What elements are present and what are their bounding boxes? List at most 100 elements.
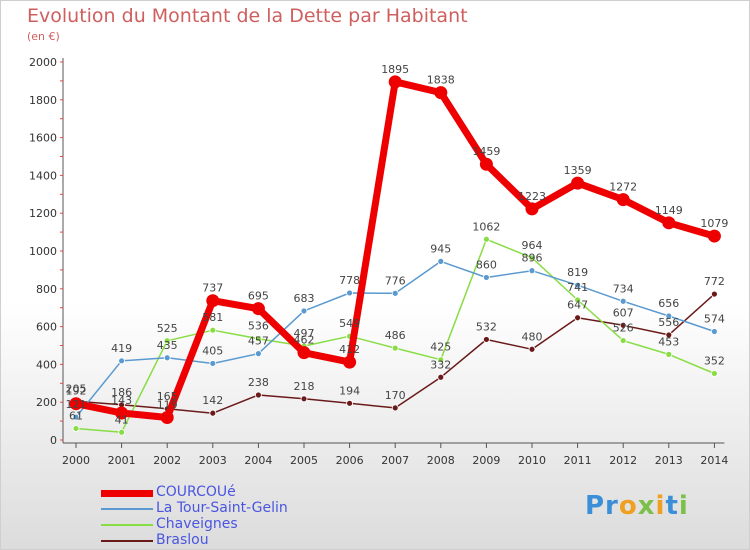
data-label: 647 [567,299,588,312]
data-point [616,193,630,207]
y-tick-label: 0 [50,434,57,447]
y-tick-label: 200 [36,396,57,409]
data-label: 186 [111,386,132,399]
data-point [437,257,445,265]
data-point [619,297,627,305]
data-label: 695 [248,290,269,303]
x-tick-label: 2009 [472,454,500,467]
data-label: 525 [157,322,178,335]
data-point [254,335,262,343]
data-point [300,307,308,315]
data-label: 964 [522,239,543,252]
data-label: 945 [430,242,451,255]
data-point [209,409,217,417]
data-point [118,357,125,365]
data-label: 574 [704,313,725,326]
data-label: 142 [202,394,223,407]
x-tick-label: 2006 [336,454,364,467]
legend-label: Chaveignes [156,516,238,532]
proxiti-logo: Proxiti [585,491,689,521]
x-tick-label: 2000 [62,454,90,467]
data-point [72,413,80,421]
data-label: 41 [115,413,129,426]
data-point [528,267,536,275]
data-label: 192 [66,385,87,398]
chart-subtitle: (en €) [27,30,60,43]
data-point [209,360,217,367]
data-label: 457 [248,335,269,348]
data-label: 1062 [472,220,500,233]
x-tick-label: 2001 [108,454,136,467]
data-point [254,350,262,358]
series-lines [69,75,721,436]
data-point [388,75,402,89]
x-tick-label: 2007 [381,454,409,467]
data-point [115,406,129,420]
data-label: 412 [339,343,360,356]
legend-swatch [101,508,153,510]
data-point [434,86,448,100]
data-point [343,355,357,369]
data-point [437,356,445,364]
data-point [574,281,581,289]
data-point [300,395,308,403]
y-tick-label: 1400 [29,169,57,182]
data-point [69,397,83,411]
data-point [209,326,217,334]
data-point [437,373,445,381]
data-label: 119 [157,399,178,412]
data-label: 536 [248,320,269,333]
data-point [391,344,399,352]
data-point [525,202,539,216]
data-label: 734 [613,282,634,295]
legend-swatch [101,524,153,526]
data-label: 1223 [518,190,546,203]
data-label: 143 [111,394,132,407]
y-tick-label: 1600 [29,132,57,145]
data-label: 332 [430,358,451,371]
data-point [160,411,174,425]
y-tick-label: 600 [36,321,57,334]
legend-label: La Tour-Saint-Gelin [156,500,288,516]
data-point [707,229,721,243]
data-point [571,176,585,190]
data-point [574,314,581,322]
data-point [482,235,490,243]
data-label: 737 [202,282,223,295]
data-label: 860 [476,258,497,271]
data-point [479,157,493,171]
data-label: 549 [339,317,360,330]
data-label: 165 [157,390,178,403]
data-label: 462 [294,334,315,347]
data-point [391,404,399,412]
data-label: 1459 [472,145,500,158]
data-point [665,350,673,358]
data-point [711,290,718,298]
data-label: 778 [339,274,360,287]
y-tick-label: 1800 [29,94,57,107]
data-point [391,289,399,297]
data-label: 121 [66,398,87,411]
y-tick-label: 800 [36,283,57,296]
legend-label: Braslou [156,532,209,548]
y-tick-label: 1200 [29,207,57,220]
data-labels: 192 143 119 737 695 462 412 1895 1838 1459 1223 135… [66,63,729,426]
data-point [711,370,718,377]
data-point [482,274,490,281]
data-label: 556 [658,316,679,329]
data-label: 896 [522,252,543,265]
data-label: 419 [111,342,132,355]
data-point [346,289,354,297]
data-point [482,336,490,343]
data-point [251,302,265,316]
data-point [72,425,80,432]
data-label: 1272 [609,181,637,194]
data-label: 405 [202,344,223,357]
data-label: 497 [294,327,315,340]
data-label: 741 [567,281,588,294]
data-label: 238 [248,376,269,389]
data-label: 480 [522,330,543,343]
data-label: 607 [613,306,634,319]
data-label: 1149 [655,204,683,217]
